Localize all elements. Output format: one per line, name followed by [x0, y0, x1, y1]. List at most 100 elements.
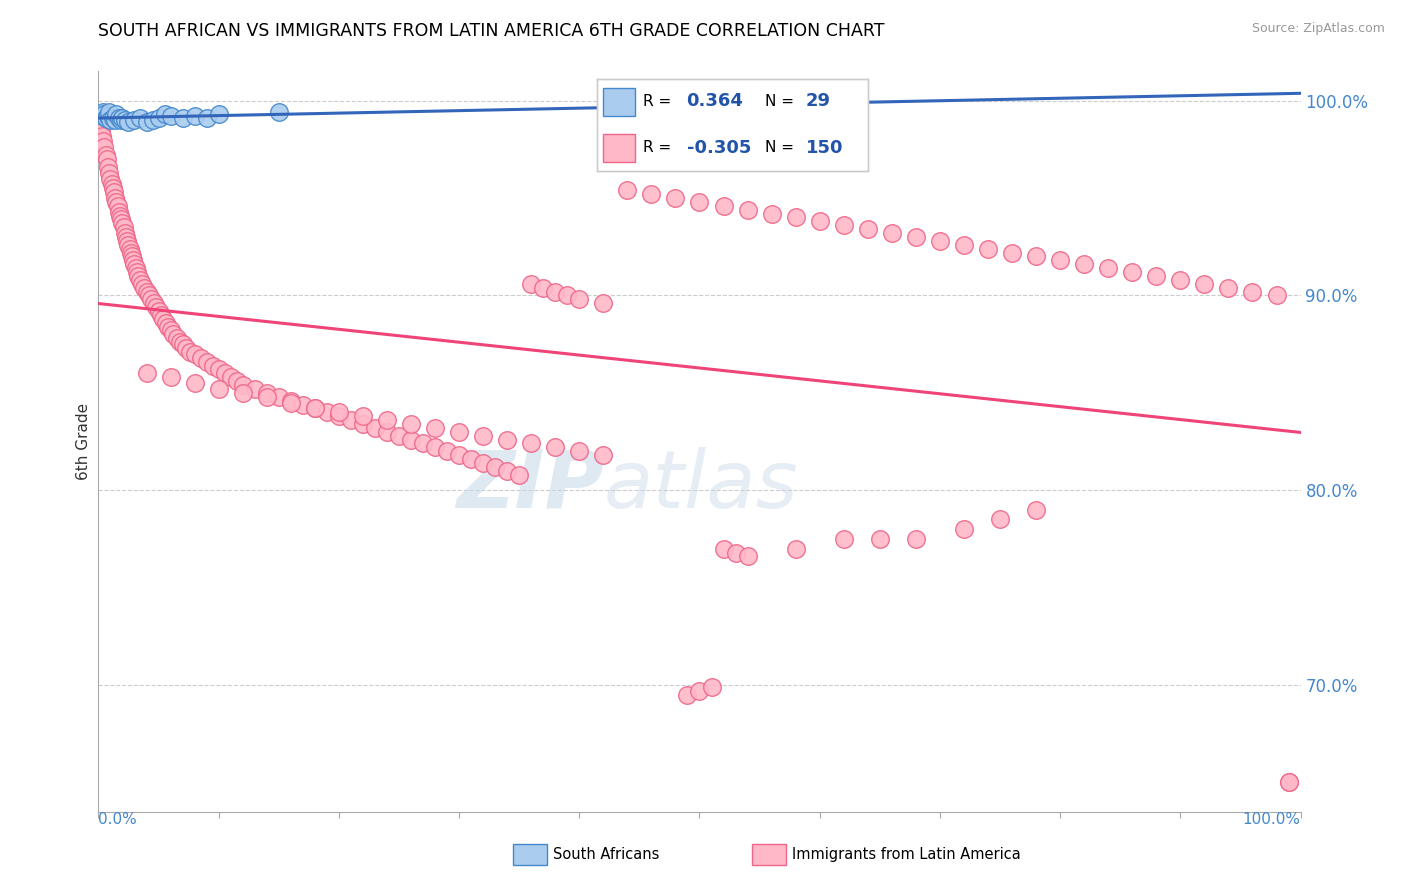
Point: [977, 242, 1000, 256]
Point: [111, 111, 134, 125]
Point: [103, 185, 125, 199]
Point: [520, 436, 543, 450]
Point: [159, 109, 181, 123]
Point: [315, 405, 337, 419]
Point: [174, 341, 197, 355]
Point: [208, 382, 231, 396]
Point: [688, 194, 710, 209]
Text: SOUTH AFRICAN VS IMMIGRANTS FROM LATIN AMERICA 6TH GRADE CORRELATION CHART: SOUTH AFRICAN VS IMMIGRANTS FROM LATIN A…: [98, 22, 884, 40]
Point: [592, 296, 614, 310]
Text: ZIP: ZIP: [456, 447, 603, 525]
Point: [108, 204, 131, 219]
Point: [142, 296, 165, 310]
Point: [832, 219, 855, 233]
Point: [183, 347, 205, 361]
Point: [183, 109, 205, 123]
Point: [280, 393, 302, 408]
Point: [225, 374, 247, 388]
Point: [399, 433, 422, 447]
Point: [761, 206, 783, 220]
Point: [135, 367, 157, 381]
Point: [195, 111, 218, 125]
Point: [232, 385, 254, 400]
Point: [148, 111, 170, 125]
Point: [90, 107, 112, 121]
Point: [190, 351, 212, 365]
Point: [880, 226, 903, 240]
Y-axis label: 6th Grade: 6th Grade: [76, 403, 91, 480]
Point: [157, 319, 180, 334]
Point: [568, 444, 591, 458]
Point: [120, 245, 142, 260]
Point: [114, 113, 136, 128]
Point: [472, 456, 495, 470]
Point: [1121, 265, 1143, 279]
Point: [152, 311, 174, 326]
Point: [1097, 261, 1119, 276]
Point: [737, 202, 759, 217]
Point: [531, 280, 554, 294]
Point: [135, 115, 157, 129]
Point: [101, 111, 124, 125]
Point: [328, 409, 350, 424]
Point: [953, 522, 976, 536]
Point: [688, 684, 710, 698]
Point: [125, 265, 148, 279]
Point: [352, 409, 374, 424]
Point: [544, 285, 567, 299]
Point: [544, 441, 567, 455]
Point: [114, 226, 136, 240]
Point: [117, 115, 139, 129]
Point: [124, 113, 146, 128]
Point: [91, 105, 114, 120]
Point: [93, 107, 115, 121]
Point: [125, 261, 148, 276]
Point: [1144, 268, 1167, 283]
Point: [1218, 280, 1240, 294]
Point: [118, 242, 141, 256]
Point: [166, 331, 188, 345]
Point: [100, 113, 122, 128]
Point: [832, 532, 855, 546]
Point: [110, 113, 132, 128]
Point: [472, 428, 495, 442]
Point: [243, 382, 266, 396]
Point: [135, 285, 157, 299]
Point: [98, 166, 121, 180]
Point: [869, 532, 891, 546]
Point: [484, 459, 506, 474]
Point: [1025, 250, 1047, 264]
Point: [148, 304, 170, 318]
Point: [104, 113, 127, 128]
Point: [91, 135, 114, 149]
Point: [1001, 245, 1024, 260]
Text: Source: ZipAtlas.com: Source: ZipAtlas.com: [1251, 22, 1385, 36]
Point: [214, 367, 236, 381]
Point: [856, 222, 879, 236]
Point: [713, 199, 735, 213]
Point: [97, 109, 120, 123]
Point: [98, 105, 121, 120]
Point: [267, 105, 290, 120]
Point: [93, 140, 115, 154]
Point: [129, 111, 152, 125]
Point: [676, 688, 699, 702]
Point: [169, 335, 191, 350]
Point: [108, 209, 131, 223]
Point: [460, 452, 482, 467]
Text: 100.0%: 100.0%: [1243, 812, 1301, 827]
Point: [201, 359, 224, 373]
Point: [96, 152, 118, 166]
Point: [1265, 288, 1288, 302]
Point: [111, 216, 134, 230]
Point: [555, 288, 578, 302]
Point: [1277, 775, 1299, 789]
Point: [100, 178, 122, 192]
Point: [352, 417, 374, 431]
Text: atlas: atlas: [603, 447, 799, 525]
Point: [141, 113, 163, 128]
Point: [117, 237, 139, 252]
Point: [737, 549, 759, 564]
Point: [94, 111, 117, 125]
Point: [291, 398, 314, 412]
